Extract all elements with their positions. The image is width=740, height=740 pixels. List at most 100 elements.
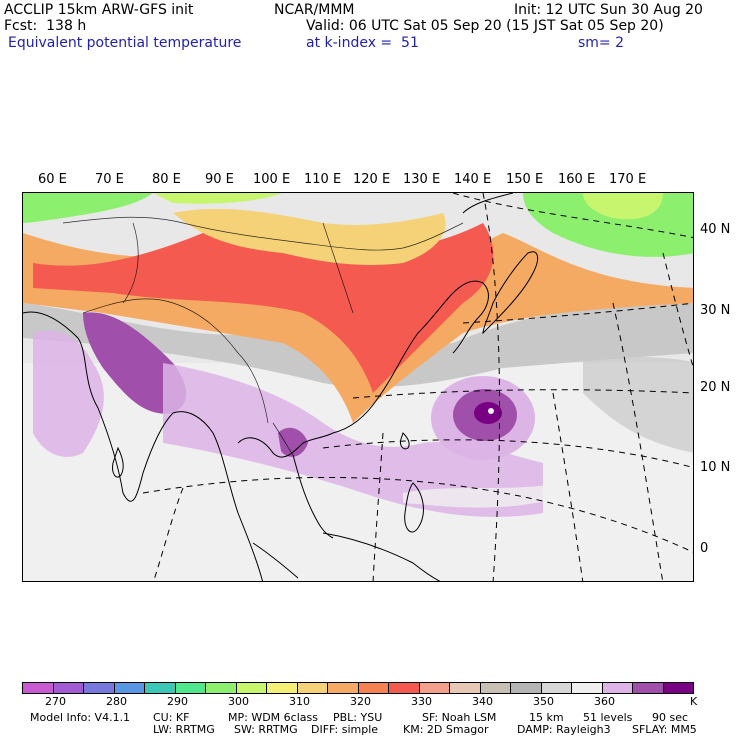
typhoon-core [474,402,502,424]
colorbar-label: 280 [106,695,127,708]
cold-patch-nw [23,193,153,223]
korea-coast [452,280,489,354]
lat-label: 20 N [700,380,731,395]
sri-lanka-coast [112,446,124,478]
indochina-coast [292,454,334,539]
colorbar-swatch [480,683,511,693]
india-west-purple [33,330,104,457]
smoothing-info: sm= 2 [578,35,625,51]
cold-patch-n [153,193,283,204]
lon-label: 120 E [353,172,391,187]
parallel-40n [452,193,693,239]
lat-label: 0 [700,541,709,556]
footer-sflay: SFLAY: MM5 [632,723,697,736]
colorbar-swatch [145,683,176,693]
parallel-20n [352,389,693,399]
footer-pbl: PBL: YSU [333,711,383,724]
field-name: Equivalent potential temperature [8,35,242,51]
colorbar-swatch [358,683,389,693]
colorbar-label: 300 [228,695,249,708]
footer-resolution: 15 km [529,711,564,724]
forecast-hour: Fcst: 138 h [4,18,87,34]
warm-band-red [33,223,494,393]
colorbar-swatch [572,683,603,693]
colorbar-swatch [114,683,145,693]
colorbar-swatch [236,683,267,693]
meridian-140e [482,193,501,581]
theta-e-map [23,193,693,581]
footer-model-info: Model Info: V4.1.1 [30,711,131,724]
colorbar-swatch [206,683,237,693]
colorbar-swatch [84,683,115,693]
colorbar-unit: K [690,695,698,708]
meridian-150e [552,392,584,581]
east-gray-area [583,343,693,453]
lon-label: 170 E [609,172,647,187]
colorbar-label: 330 [411,695,432,708]
meridian-120e [372,432,384,581]
sumatra-coast [252,542,299,579]
colorbar-swatch [419,683,450,693]
himalaya-border [82,298,239,354]
map-panel [22,192,694,582]
japan-coast [482,251,539,335]
lon-label: 140 E [454,172,492,187]
institution-label: NCAR/MMM [274,2,355,18]
footer-lw: LW: RRTMG [153,723,215,736]
colorbar-swatch [328,683,359,693]
colorbar-swatch [663,683,693,693]
lon-label: 160 E [558,172,596,187]
se-asia-china-coast [237,292,454,458]
sakhalin-coast [462,193,514,214]
colorbar-label: 290 [167,695,188,708]
colorbar-swatch [511,683,542,693]
lon-label: 130 E [403,172,441,187]
india-coast [23,311,174,502]
footer-damp: DAMP: Rayleigh3 [517,723,611,736]
level-info: at k-index = 51 [306,35,419,51]
footer-diff: DIFF: simple [311,723,379,736]
colorbar-swatch [541,683,572,693]
colorbar-swatch [450,683,481,693]
taiwan-coast [400,432,410,450]
colorbar-swatch [389,683,420,693]
lon-label: 60 E [38,172,67,187]
footer-cu: CU: KF [153,711,190,724]
lat-label: 30 N [700,303,731,318]
lon-label: 80 E [152,172,181,187]
valid-time: Valid: 06 UTC Sat 05 Sep 20 (15 JST Sat … [306,18,664,34]
lon-label: 90 E [205,172,234,187]
lat-label: 10 N [700,460,731,475]
colorbar [22,682,694,694]
tropical-purple-band [163,363,543,517]
meridian-160e [612,302,664,581]
warm-band-yellow [173,208,446,265]
central-asia-border [122,222,139,304]
parallel-10n [322,439,693,469]
graticule [142,193,693,581]
colorbar-swatch [297,683,328,693]
typhoon-eye [488,408,494,414]
footer-levels: 51 levels [583,711,633,724]
footer-km: KM: 2D Smagor [403,723,489,736]
meridian-80e [153,487,184,581]
border-north [62,216,464,251]
colorbar-swatch [53,683,84,693]
parallel-0 [142,476,693,553]
footer-mp: MP: WDM 6class [228,711,318,724]
footer-sw: SW: RRTMG [234,723,298,736]
footer-timestep: 90 sec [652,711,689,724]
colorbar-swatch [267,683,298,693]
colorbar-label: 320 [350,695,371,708]
init-time: Init: 12 UTC Sun 30 Aug 20 [514,2,703,18]
model-title: ACCLIP 15km ARW-GFS init [4,2,194,18]
philippines-coast [404,482,424,533]
white-streak [403,480,693,508]
ganges-purple [83,312,187,414]
colorbar-swatch [23,683,54,693]
bay-of-bengal-coast [172,411,263,581]
country-borders [62,216,464,456]
colorbar-label: 340 [472,695,493,708]
colorbar-swatch [175,683,206,693]
colorbar-label: 350 [533,695,554,708]
